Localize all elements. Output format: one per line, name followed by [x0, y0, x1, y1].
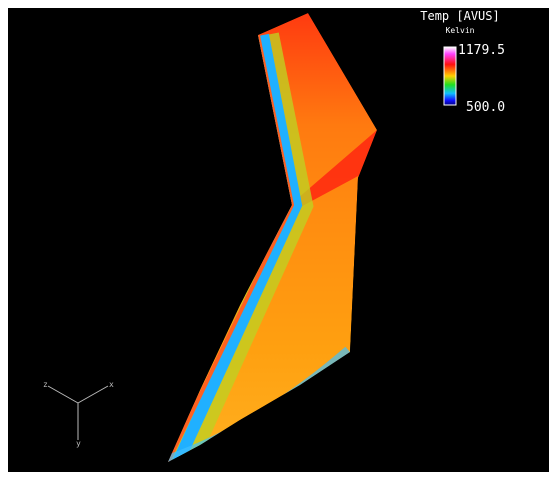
legend-title: Temp [AVUS]	[420, 9, 499, 23]
legend-units: Kelvin	[446, 26, 475, 35]
legend-max: 1179.5	[458, 43, 505, 58]
blue-band	[172, 33, 303, 462]
x-axis	[77, 385, 109, 404]
edge	[168, 34, 295, 462]
color-bar	[443, 46, 457, 106]
y-label: y	[76, 439, 81, 448]
x-label: x	[109, 380, 114, 389]
z-label: z	[43, 380, 48, 389]
z-axis	[47, 385, 79, 404]
axis-triad	[47, 385, 109, 440]
legend-min: 500.0	[466, 100, 505, 115]
hot-band	[290, 130, 377, 210]
